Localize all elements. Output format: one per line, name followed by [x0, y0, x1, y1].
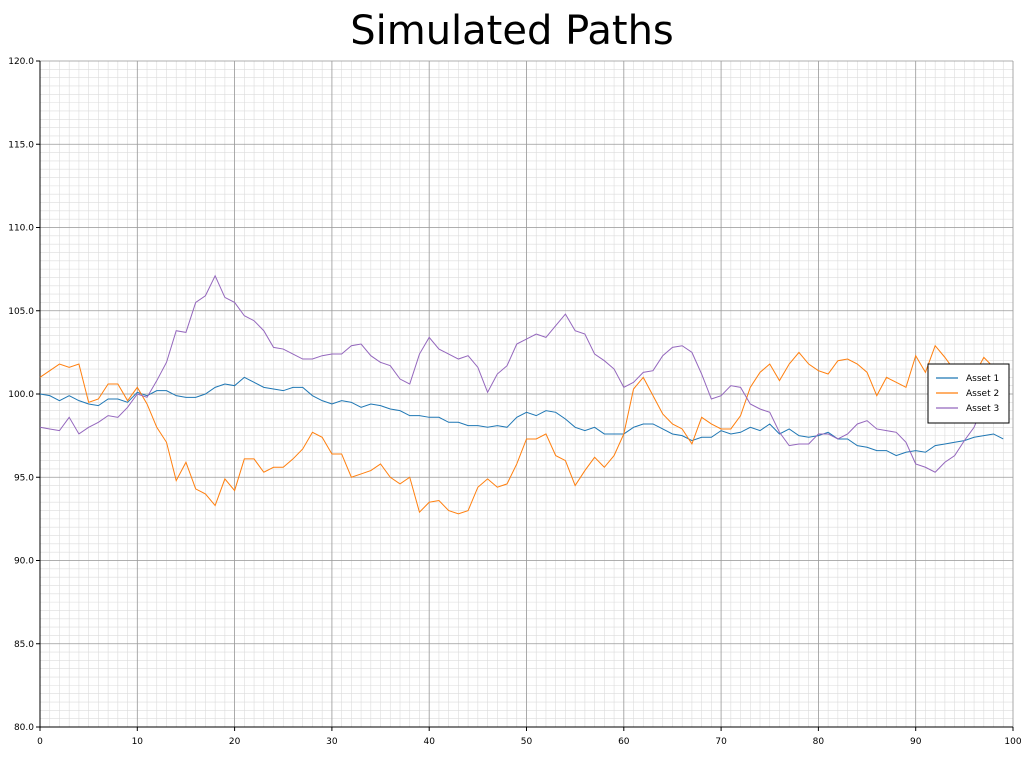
- y-tick-label: 115.0: [8, 140, 34, 150]
- y-tick-label: 90.0: [14, 557, 34, 567]
- x-tick-label: 90: [910, 737, 922, 747]
- x-tick-label: 30: [326, 737, 338, 747]
- x-tick-label: 60: [618, 737, 630, 747]
- legend-label-asset-1: Asset 1: [966, 374, 999, 384]
- x-tick-label: 10: [132, 737, 144, 747]
- x-tick-label: 20: [229, 737, 241, 747]
- y-tick-label: 120.0: [8, 57, 34, 67]
- x-tick-label: 70: [715, 737, 727, 747]
- legend-label-asset-2: Asset 2: [966, 389, 999, 399]
- y-tick-label: 105.0: [8, 307, 34, 317]
- legend-label-asset-3: Asset 3: [966, 404, 999, 414]
- series-line-asset-3: [39, 274, 1004, 473]
- chart-title: Simulated Paths: [350, 8, 674, 54]
- y-tick-label: 110.0: [8, 224, 34, 234]
- y-tick-label: 80.0: [14, 723, 34, 733]
- x-tick-label: 100: [1004, 737, 1021, 747]
- x-tick-label: 80: [813, 737, 825, 747]
- y-tick-label: 85.0: [14, 640, 34, 650]
- y-tick-label: 95.0: [14, 473, 34, 483]
- y-tick-label: 100.0: [8, 390, 34, 400]
- x-tick-label: 50: [521, 737, 533, 747]
- series-line-asset-2: [39, 344, 1004, 515]
- x-tick-label: 0: [37, 737, 43, 747]
- series-line-asset-1: [39, 376, 1004, 457]
- x-tick-label: 40: [423, 737, 435, 747]
